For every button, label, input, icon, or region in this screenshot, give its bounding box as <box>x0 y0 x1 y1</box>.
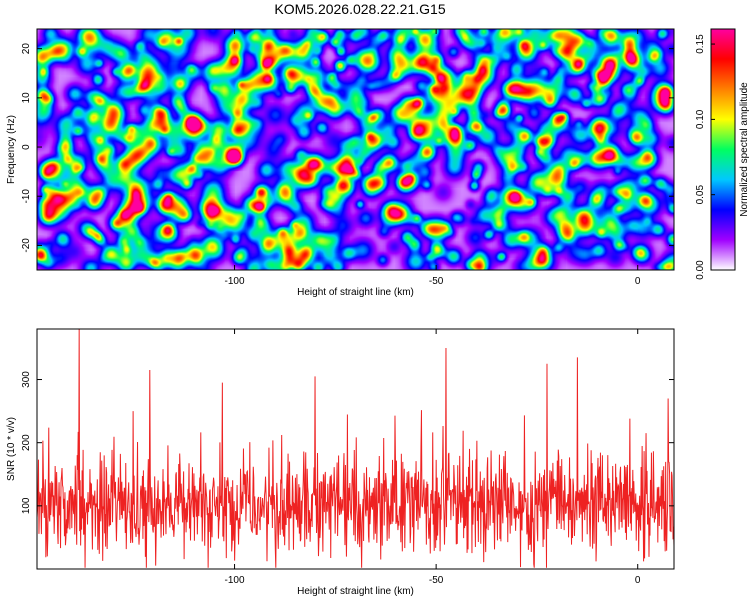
spectrogram-y-tick-label: 20 <box>21 43 32 55</box>
spectrogram-x-axis-label: Height of straight line (km) <box>297 287 414 298</box>
colorbar-ticks: 0.00 0.05 0.10 0.15 <box>695 34 715 280</box>
snr-panel: -100 -50 0 100 200 300 Height of straight lin… <box>6 328 675 597</box>
spectrogram-image <box>37 29 674 270</box>
snr-x-tick-label: -100 <box>225 575 245 586</box>
colorbar-tick-label: 0.00 <box>695 260 706 280</box>
spectrogram-x-tick-label: -100 <box>225 276 245 287</box>
colorbar-tick-label: 0.05 <box>695 185 706 205</box>
colorbar-label: Normalized spectral amplitude <box>739 82 750 217</box>
spectrogram-y-tick-label: 10 <box>21 92 32 104</box>
colorbar-tick-label: 0.10 <box>695 109 706 129</box>
spectrogram-x-tick-label: 0 <box>635 276 641 287</box>
colorbar-gradient <box>711 29 735 270</box>
snr-x-tick-label: -50 <box>429 575 444 586</box>
colorbar-frame <box>710 28 736 271</box>
snr-ticks: -100 -50 0 100 200 300 <box>21 329 674 586</box>
spectrogram-y-tick-label: -10 <box>21 189 32 204</box>
snr-y-tick-label: 300 <box>21 371 32 388</box>
snr-y-tick-label: 100 <box>21 497 32 514</box>
snr-y-tick-label: 200 <box>21 434 32 451</box>
snr-frame <box>36 328 675 570</box>
spectrogram-y-tick-label: 0 <box>21 144 32 150</box>
snr-x-axis-label: Height of straight line (km) <box>297 586 414 597</box>
figure-title: KOM5.2026.028.22.21.G15 <box>274 1 445 17</box>
snr-x-tick-label: 0 <box>635 575 641 586</box>
spectrogram-y-axis-label: Frequency (Hz) <box>6 115 17 184</box>
spectrogram-frame <box>36 28 675 271</box>
colorbar: 0.00 0.05 0.10 0.15 Normalized spectral amp… <box>695 28 750 280</box>
snr-y-axis-label: SNR (10 * v/v) <box>6 417 17 481</box>
snr-series-line <box>37 329 674 568</box>
colorbar-tick-label: 0.15 <box>695 34 706 54</box>
spectrogram-x-tick-label: -50 <box>429 276 444 287</box>
spectrogram-y-tick-label: -20 <box>21 238 32 253</box>
